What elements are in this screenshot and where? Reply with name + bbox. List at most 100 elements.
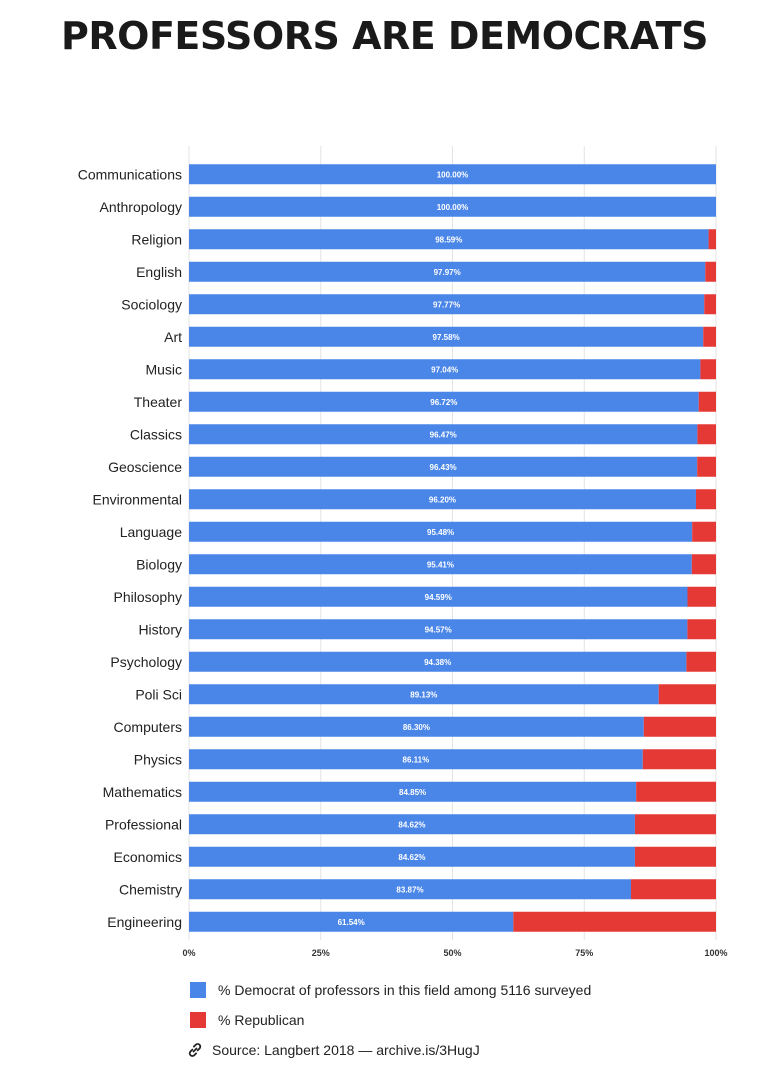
bar-value-label: 97.04% — [431, 365, 458, 374]
category-label: Biology — [136, 556, 182, 572]
bar-democrat — [189, 456, 698, 477]
x-tick-label: 100% — [704, 948, 727, 958]
bar-republican — [700, 359, 716, 380]
legend-democrat: % Democrat of professors in this field a… — [190, 980, 591, 1000]
bar-democrat — [189, 554, 692, 575]
source-text: Source: Langbert 2018 — archive.is/3HugJ — [212, 1042, 480, 1058]
x-tick-label: 25% — [312, 948, 330, 958]
legend-republican: % Republican — [190, 1010, 304, 1030]
bar-value-label: 100.00% — [437, 170, 469, 179]
bar-democrat — [189, 359, 701, 380]
bar-republican — [636, 781, 716, 802]
bar-republican — [692, 521, 716, 542]
bar-republican — [708, 229, 716, 250]
link-icon — [188, 1043, 202, 1057]
category-label: Engineering — [107, 914, 182, 930]
category-label: Computers — [114, 719, 182, 735]
bar-value-label: 84.62% — [398, 820, 425, 829]
x-tick-label: 75% — [575, 948, 593, 958]
x-tick-label: 0% — [182, 948, 195, 958]
bar-value-label: 97.77% — [433, 300, 460, 309]
category-label: English — [136, 264, 182, 280]
legend-label-republican: % Republican — [218, 1012, 305, 1028]
x-axis-ticks: 0% 25% 50% 75% 100% — [182, 948, 727, 958]
bar-value-label: 84.85% — [399, 788, 426, 797]
source-line: Source: Langbert 2018 — archive.is/3HugJ — [186, 1040, 480, 1060]
bar-democrat — [189, 586, 688, 607]
bar-value-label: 97.97% — [434, 268, 461, 277]
bar-value-label: 95.41% — [427, 560, 454, 569]
bar-value-label: 89.13% — [410, 690, 437, 699]
bar-republican — [704, 294, 716, 315]
category-label: Economics — [114, 849, 182, 865]
bar-democrat — [189, 261, 706, 282]
category-label: Physics — [134, 751, 182, 767]
bar-republican — [691, 554, 716, 575]
bar-republican — [687, 619, 716, 640]
category-label: Professional — [105, 816, 182, 832]
bar-republican — [630, 879, 716, 900]
page-title: PROFESSORS ARE DEMOCRATS — [61, 14, 708, 58]
category-label: Communications — [78, 166, 182, 182]
category-label: Music — [145, 361, 182, 377]
legend-label-democrat: % Democrat of professors in this field a… — [218, 982, 592, 998]
category-labels: Communications Anthropology Religion Englis… — [78, 166, 183, 930]
category-label: Philosophy — [114, 589, 183, 605]
bar-democrat — [189, 294, 705, 315]
bar-value-label: 97.58% — [433, 333, 460, 342]
stacked-bar-chart: 100.00% 100.00% 98.59% 97.97% 97.77% 97.58% 97… — [78, 146, 728, 958]
bar-republican — [697, 424, 716, 445]
bar-democrat — [189, 619, 688, 640]
category-label: Environmental — [93, 491, 183, 507]
bar-democrat — [189, 814, 635, 835]
category-label: Psychology — [110, 654, 182, 670]
x-tick-label: 50% — [443, 948, 461, 958]
bar-value-label: 96.20% — [429, 495, 456, 504]
bar-value-label: 98.59% — [435, 235, 462, 244]
bar-republican — [513, 911, 716, 932]
bar-democrat — [189, 326, 704, 347]
bar-value-label: 95.48% — [427, 528, 454, 537]
bar-republican — [686, 651, 716, 672]
bar-democrat — [189, 651, 687, 672]
bar-democrat — [189, 229, 709, 250]
bar-republican — [634, 814, 716, 835]
bar-value-label: 61.54% — [338, 918, 365, 927]
legend-swatch-republican — [190, 1012, 206, 1028]
bar-value-label: 96.43% — [430, 463, 457, 472]
category-label: Geoscience — [108, 459, 182, 475]
category-label: Anthropology — [99, 199, 182, 215]
bar-value-label: 94.57% — [425, 625, 452, 634]
bar-democrat — [189, 424, 698, 445]
bar-democrat — [189, 781, 637, 802]
bar-value-label: 100.00% — [437, 203, 469, 212]
bar-republican — [705, 261, 716, 282]
bar-republican — [642, 749, 716, 770]
bar-value-label: 84.62% — [398, 853, 425, 862]
bar-republican — [634, 846, 716, 867]
bar-republican — [698, 391, 716, 412]
bar-democrat — [189, 489, 696, 510]
bar-democrat — [189, 846, 635, 867]
bar-democrat — [189, 911, 514, 932]
bar-republican — [687, 586, 716, 607]
bar-democrat — [189, 716, 644, 737]
chart-bars: 100.00% 100.00% 98.59% 97.97% 97.77% 97.58% 97… — [189, 164, 716, 932]
category-label: Poli Sci — [135, 686, 182, 702]
category-label: Sociology — [121, 296, 182, 312]
category-label: History — [138, 621, 182, 637]
bar-democrat — [189, 521, 693, 542]
legend-swatch-democrat — [190, 982, 206, 998]
bar-republican — [703, 326, 716, 347]
bar-value-label: 86.11% — [403, 755, 430, 764]
bar-democrat — [189, 391, 699, 412]
bar-republican — [697, 456, 716, 477]
category-label: Religion — [131, 231, 182, 247]
bar-value-label: 94.59% — [425, 593, 452, 602]
category-label: Mathematics — [103, 784, 182, 800]
bar-democrat — [189, 879, 631, 900]
bar-democrat — [189, 164, 716, 185]
bar-republican — [695, 489, 716, 510]
bar-value-label: 94.38% — [424, 658, 451, 667]
category-label: Classics — [130, 426, 182, 442]
